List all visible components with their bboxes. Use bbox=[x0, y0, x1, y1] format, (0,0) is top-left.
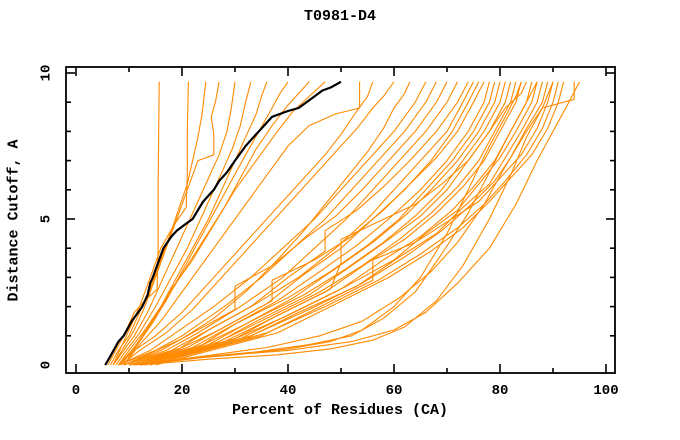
model-curve bbox=[134, 81, 575, 366]
model-curve bbox=[139, 81, 528, 366]
model-curve bbox=[150, 81, 554, 366]
model-curve bbox=[139, 81, 517, 366]
model-curve bbox=[144, 81, 538, 366]
model-curve bbox=[128, 81, 474, 366]
model-curve bbox=[139, 81, 522, 366]
model-curve bbox=[139, 81, 580, 366]
model-curve bbox=[118, 81, 374, 366]
model-curve bbox=[128, 81, 480, 366]
model-curve bbox=[150, 81, 559, 366]
model-curve bbox=[128, 81, 485, 366]
y-axis-label: Distance Cutoff, A bbox=[5, 139, 23, 302]
model-curve bbox=[112, 81, 189, 366]
y-tick-label: 0 bbox=[39, 361, 55, 369]
x-axis-label: Percent of Residues (CA) bbox=[231, 402, 449, 419]
model-curve bbox=[120, 81, 395, 366]
y-tick-label: 10 bbox=[39, 65, 55, 82]
model-curve bbox=[112, 81, 236, 366]
model-curve bbox=[139, 81, 554, 366]
model-curve bbox=[123, 81, 459, 366]
model-curve bbox=[134, 81, 538, 366]
y-tick-label: 5 bbox=[39, 215, 55, 223]
reference-curve bbox=[104, 80, 342, 366]
x-tick-label: 20 bbox=[174, 383, 191, 399]
model-curve bbox=[155, 81, 565, 366]
model-curve bbox=[128, 81, 490, 366]
model-curve bbox=[134, 81, 496, 366]
model-curve bbox=[109, 81, 207, 366]
x-tick-label: 40 bbox=[280, 383, 297, 399]
x-tick-label: 100 bbox=[593, 383, 618, 399]
model-curve bbox=[115, 81, 252, 366]
x-tick-label: 0 bbox=[72, 383, 80, 399]
model-curve bbox=[123, 81, 361, 366]
model-curve bbox=[123, 81, 448, 366]
model-curve bbox=[144, 81, 549, 366]
x-tick-label: 80 bbox=[492, 383, 509, 399]
model-curve bbox=[112, 81, 220, 366]
model-curve bbox=[118, 81, 437, 366]
model-curve bbox=[134, 81, 506, 366]
chart-title: T0981-D4 bbox=[303, 8, 376, 25]
model-curve bbox=[123, 81, 326, 366]
model-curve bbox=[118, 81, 427, 366]
model-curve bbox=[117, 81, 268, 366]
x-tick-label: 60 bbox=[386, 383, 403, 399]
model-curve bbox=[107, 81, 160, 366]
